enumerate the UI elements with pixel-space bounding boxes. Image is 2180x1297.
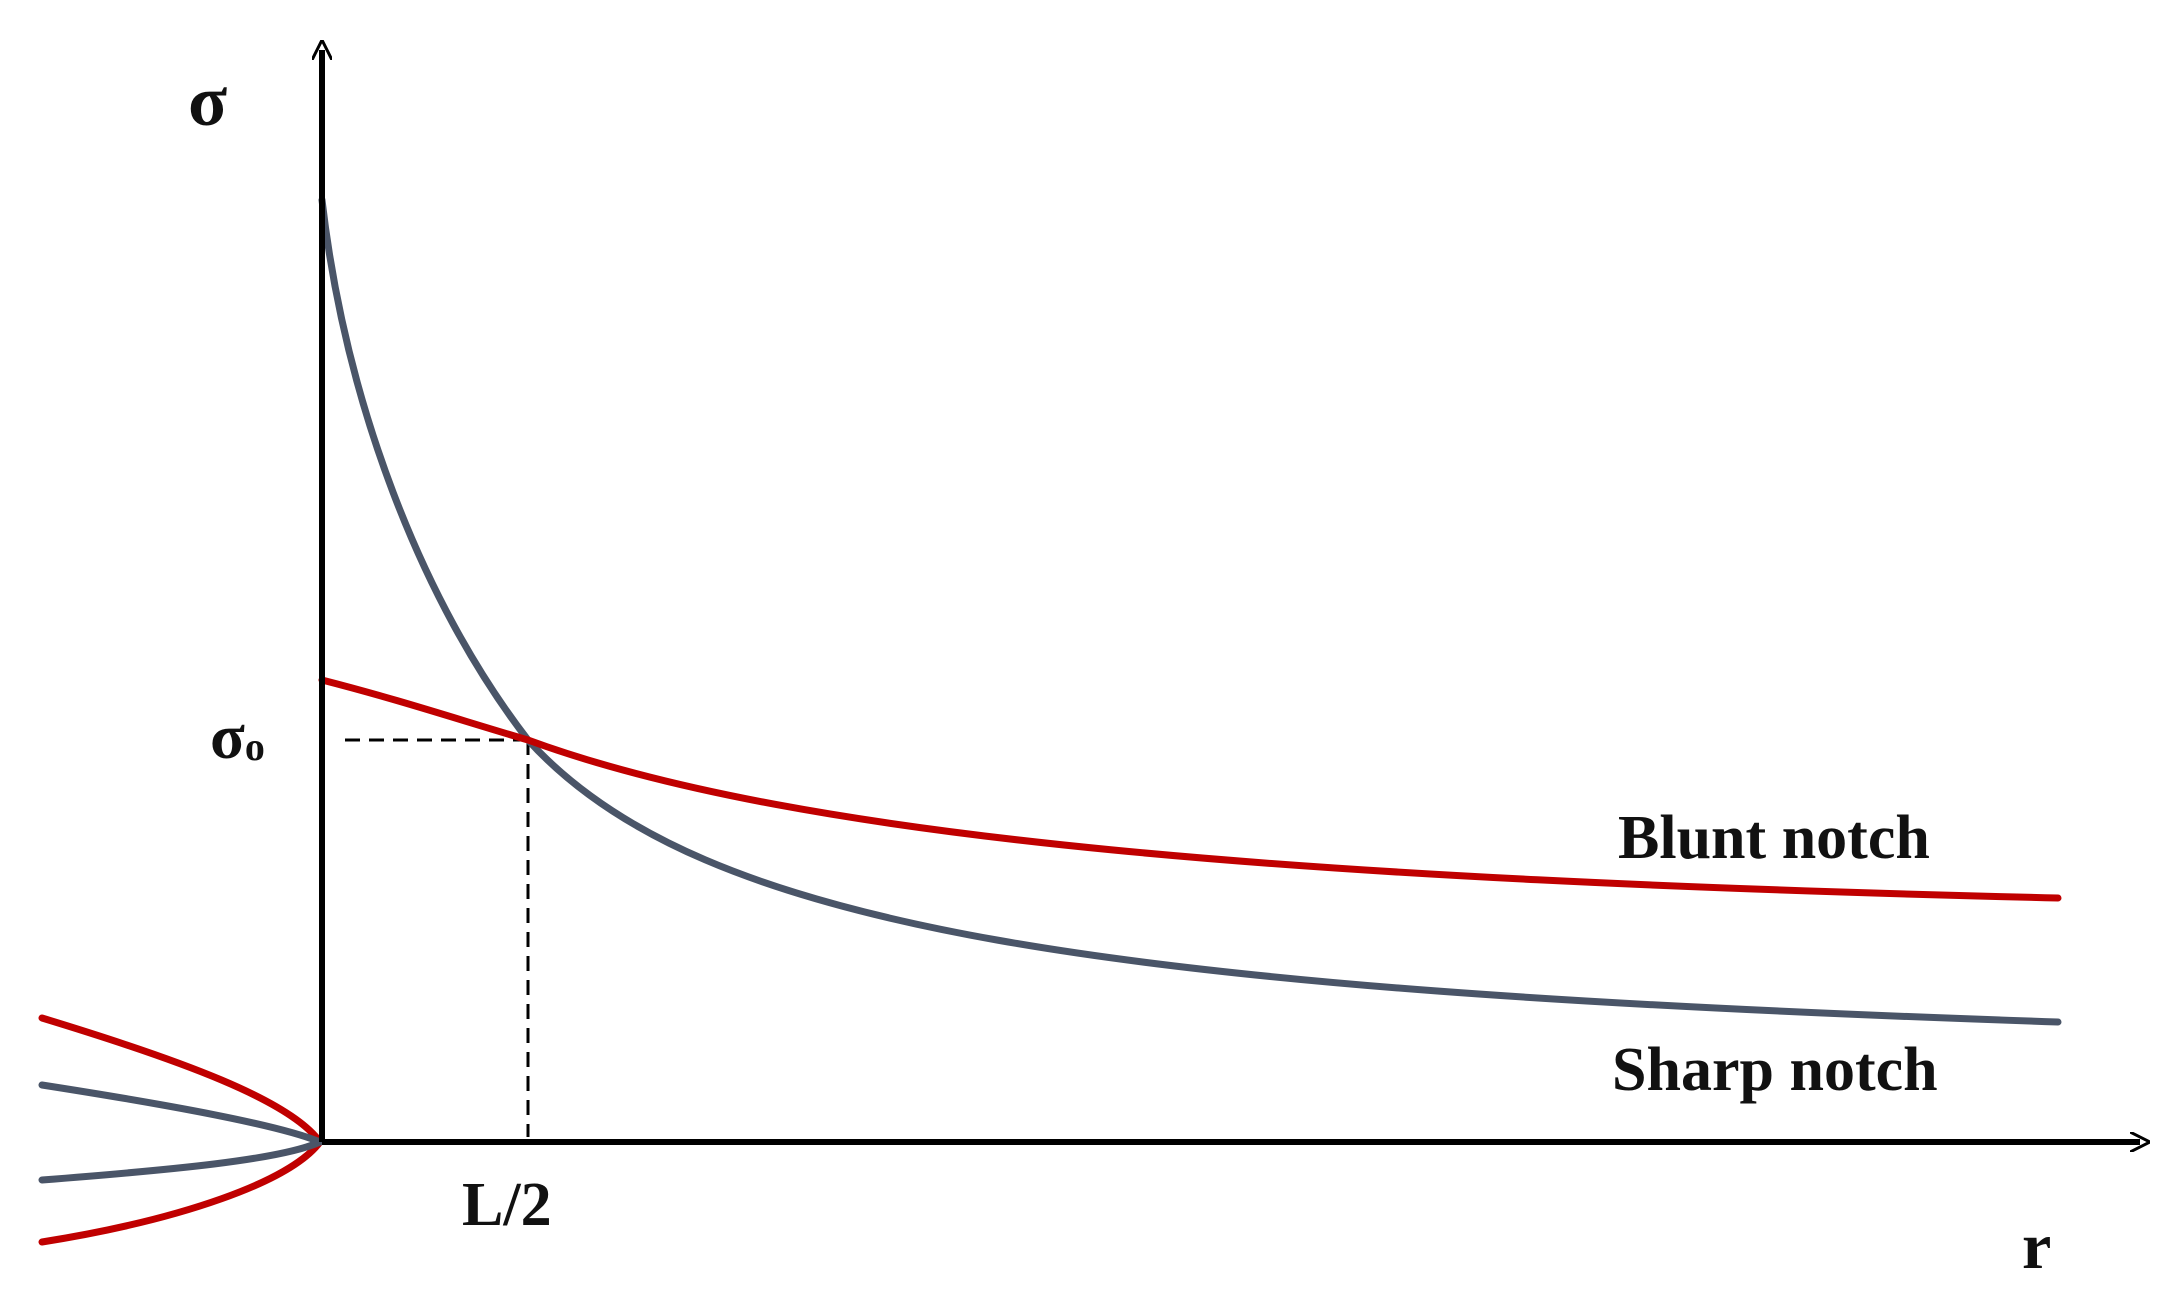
- sharp-notch-curve: [318, 196, 2062, 1026]
- sharp-notch-lower-edge: [38, 1138, 324, 1184]
- blunt-notch-curve: [318, 676, 2062, 902]
- blunt-notch-upper-edge: [38, 1014, 324, 1146]
- x-axis-label: r: [2022, 1210, 2051, 1283]
- y-axis-label: σ: [188, 61, 227, 141]
- distance-label: L/2: [462, 1171, 552, 1239]
- sharp-notch-label: Sharp notch: [1612, 1036, 1938, 1104]
- sharp-notch-upper-edge: [38, 1081, 324, 1146]
- blunt-notch-lower-edge: [38, 1138, 324, 1246]
- sigma-o-label: σo: [210, 701, 265, 772]
- sigma-o-symbol: σ: [210, 701, 245, 772]
- blunt-notch-label: Blunt notch: [1618, 804, 1930, 872]
- sigma-o-subscript: o: [245, 724, 265, 769]
